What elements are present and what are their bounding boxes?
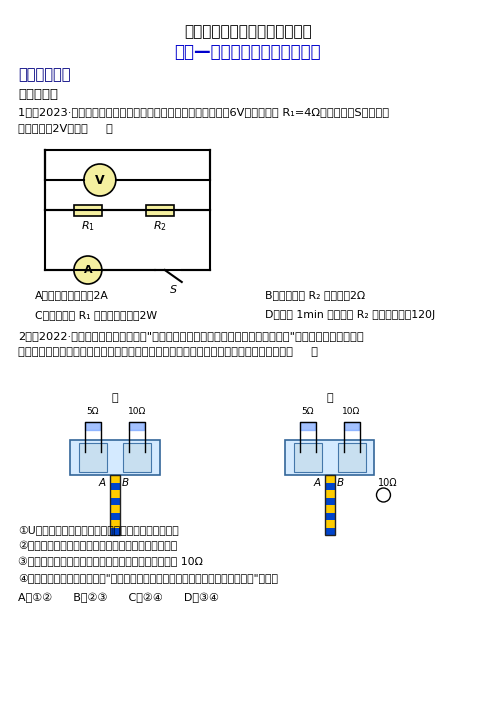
FancyBboxPatch shape — [324, 505, 334, 512]
FancyBboxPatch shape — [324, 498, 334, 505]
Text: 【同步练习】: 【同步练习】 — [18, 67, 70, 83]
Text: 5Ω: 5Ω — [302, 407, 314, 416]
FancyBboxPatch shape — [294, 443, 321, 472]
Text: $R_2$: $R_2$ — [153, 219, 167, 233]
FancyBboxPatch shape — [70, 440, 160, 475]
Text: 甲: 甲 — [112, 393, 118, 403]
Text: A: A — [313, 478, 320, 488]
FancyBboxPatch shape — [110, 482, 120, 490]
Text: B．定值电阻 R₂ 的阻值为2Ω: B．定值电阻 R₂ 的阻值为2Ω — [265, 290, 365, 300]
FancyBboxPatch shape — [110, 505, 120, 512]
FancyBboxPatch shape — [110, 490, 120, 498]
Text: 乙: 乙 — [326, 393, 333, 403]
Text: C．定值电阻 R₁ 消耗的电功率为2W: C．定值电阻 R₁ 消耗的电功率为2W — [35, 310, 157, 320]
FancyBboxPatch shape — [146, 204, 174, 216]
FancyBboxPatch shape — [110, 527, 120, 535]
Text: 了如图甲、乙所示的实验装置（两个透明容器中封闭着等量的空气），下列说法正确的是（     ）: 了如图甲、乙所示的实验装置（两个透明容器中封闭着等量的空气），下列说法正确的是（… — [18, 347, 318, 357]
Text: 10Ω: 10Ω — [377, 478, 397, 488]
Text: A: A — [99, 478, 106, 488]
FancyBboxPatch shape — [110, 512, 120, 520]
FancyBboxPatch shape — [324, 527, 334, 535]
Text: V: V — [95, 173, 105, 187]
FancyBboxPatch shape — [324, 475, 334, 482]
FancyBboxPatch shape — [324, 520, 334, 527]
FancyBboxPatch shape — [110, 520, 120, 527]
Text: ③图乙实验过程中右边透明容器中电阻丝阻值应该等于 10Ω: ③图乙实验过程中右边透明容器中电阻丝阻值应该等于 10Ω — [18, 557, 203, 567]
FancyBboxPatch shape — [324, 482, 334, 490]
Text: 2．（2022·内蒙古通辽中考真题）在"探充电流通过导体产生的热量与哪些因素有关"的实验中，某同学采用: 2．（2022·内蒙古通辽中考真题）在"探充电流通过导体产生的热量与哪些因素有关… — [18, 331, 364, 341]
Circle shape — [74, 256, 102, 284]
Text: 浙教版九年级上册第三章第六节: 浙教版九年级上册第三章第六节 — [184, 25, 311, 39]
Text: ①U形管中液面高度变化主要是由液体热胀冷缩引起的: ①U形管中液面高度变化主要是由液体热胀冷缩引起的 — [18, 525, 179, 535]
Text: $R_1$: $R_1$ — [81, 219, 95, 233]
Text: ②图甲装置探究电流通过导体产生的热量与电阻的关系: ②图甲装置探究电流通过导体产生的热量与电阻的关系 — [18, 541, 177, 551]
Text: D．通电 1min 定值电阻 R₂ 产生的热量为120J: D．通电 1min 定值电阻 R₂ 产生的热量为120J — [265, 310, 435, 320]
FancyBboxPatch shape — [110, 475, 120, 482]
Text: 10Ω: 10Ω — [127, 407, 146, 416]
FancyBboxPatch shape — [338, 443, 366, 472]
FancyBboxPatch shape — [123, 443, 151, 472]
Text: S: S — [170, 285, 178, 295]
Text: A: A — [83, 265, 92, 275]
Text: 1．（2023·河北保定中考）在如图所示的电路中，电源电压恒为6V，定值电阻 R₁=4Ω，闭合开关S后，电压: 1．（2023·河北保定中考）在如图所示的电路中，电源电压恒为6V，定值电阻 R… — [18, 107, 389, 117]
Text: A．电路中的电流为2A: A．电路中的电流为2A — [35, 290, 109, 300]
FancyBboxPatch shape — [110, 498, 120, 505]
Text: 10Ω: 10Ω — [342, 407, 361, 416]
Text: ④用图甲中的实验结论能解释"电炉丝热得发红而与电炉丝相连的导线几乎不发热"的现象: ④用图甲中的实验结论能解释"电炉丝热得发红而与电炉丝相连的导线几乎不发热"的现象 — [18, 573, 278, 583]
Circle shape — [84, 164, 116, 196]
Text: 一、选择题: 一、选择题 — [18, 88, 58, 100]
FancyBboxPatch shape — [285, 440, 374, 475]
Text: 5Ω: 5Ω — [87, 407, 99, 416]
FancyBboxPatch shape — [324, 490, 334, 498]
Text: B: B — [122, 478, 129, 488]
FancyBboxPatch shape — [74, 204, 102, 216]
FancyBboxPatch shape — [324, 512, 334, 520]
Text: B: B — [337, 478, 344, 488]
FancyBboxPatch shape — [79, 443, 107, 472]
Text: 表的示数为2V，则（     ）: 表的示数为2V，则（ ） — [18, 123, 113, 133]
Text: 电能—电功率与焦耳定律的计算: 电能—电功率与焦耳定律的计算 — [175, 43, 321, 61]
Text: A．①②      B．②③      C．②④      D．③④: A．①② B．②③ C．②④ D．③④ — [18, 592, 219, 603]
